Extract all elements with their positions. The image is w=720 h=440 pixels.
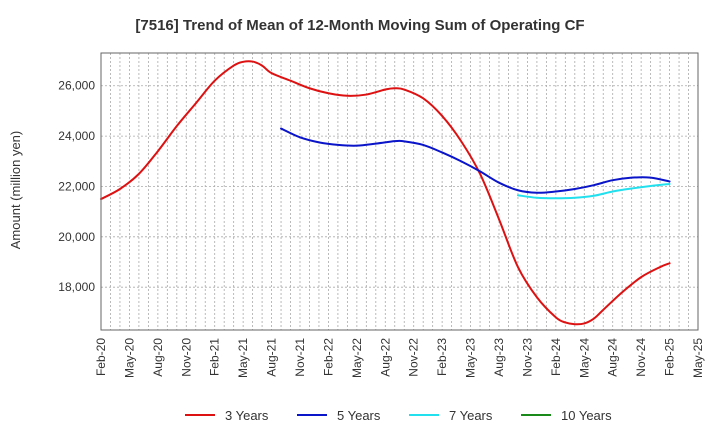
x-tick-label: Nov-23: [520, 338, 534, 377]
x-tick-label: Feb-23: [435, 338, 449, 376]
legend-label-5-years: 5 Years: [337, 408, 381, 423]
series-line-3-years: [100, 60, 671, 326]
legend-label-10-years: 10 Years: [561, 408, 612, 423]
grid-lines: [100, 53, 699, 330]
x-tick-label: Aug-23: [492, 338, 506, 377]
x-tick-label: Nov-21: [293, 338, 307, 377]
y-tick-label: 20,000: [58, 230, 95, 244]
x-tick-label: May-23: [464, 338, 478, 378]
x-tick-label: May-24: [577, 338, 591, 378]
y-axis-label: Amount (million yen): [8, 131, 23, 250]
x-tick-label: Feb-21: [208, 338, 222, 376]
x-tick-label: Feb-20: [94, 338, 108, 376]
legend-label-3-years: 3 Years: [225, 408, 269, 423]
y-tick-label: 24,000: [58, 129, 95, 143]
series-line-5-years: [280, 127, 671, 194]
x-tick-label: May-21: [236, 338, 250, 378]
y-tick-label: 18,000: [58, 280, 95, 294]
x-tick-label: Aug-21: [265, 338, 279, 377]
x-tick-label: May-22: [350, 338, 364, 378]
x-tick-label: Feb-24: [549, 338, 563, 376]
x-tick-label: May-20: [122, 338, 136, 378]
y-tick-label: 26,000: [58, 79, 95, 93]
x-tick-labels: Feb-20 May-20 Aug-20 Nov-20 Feb-21 May-21 Aug-…: [94, 338, 705, 378]
chart-title: [7516] Trend of Mean of 12-Month Moving …: [135, 17, 584, 34]
legend: 3 Years 5 Years 7 Years 10 Years: [185, 408, 612, 423]
x-tick-label: May-25: [691, 338, 705, 378]
y-tick-labels: 18,000 20,000 22,000 24,000 26,000: [58, 79, 95, 294]
x-tick-label: Nov-22: [407, 338, 421, 377]
y-tick-label: 22,000: [58, 179, 95, 193]
x-tick-label: Feb-22: [321, 338, 335, 376]
x-tick-label: Aug-20: [151, 338, 165, 377]
legend-label-7-years: 7 Years: [449, 408, 493, 423]
x-tick-label: Aug-22: [378, 338, 392, 377]
plot-frame: [100, 52, 699, 331]
series-lines: [100, 60, 671, 326]
x-tick-label: Nov-20: [179, 338, 193, 377]
x-tick-label: Nov-24: [634, 338, 648, 377]
series-line-7-years: [516, 182, 671, 200]
x-tick-label: Aug-24: [606, 338, 620, 377]
x-tick-label: Feb-25: [663, 338, 677, 376]
